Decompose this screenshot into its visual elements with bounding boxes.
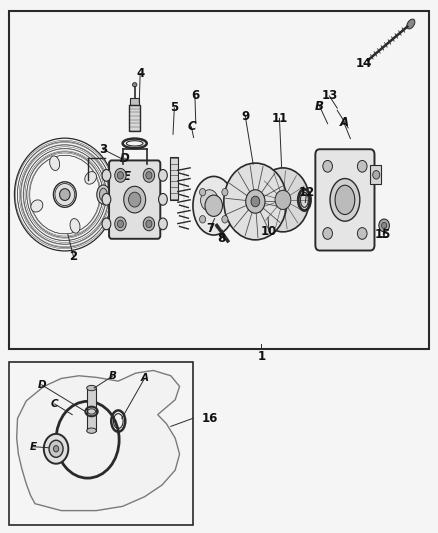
FancyBboxPatch shape — [109, 160, 160, 239]
Ellipse shape — [335, 185, 355, 215]
Text: 15: 15 — [375, 228, 392, 241]
Circle shape — [246, 190, 265, 213]
Ellipse shape — [159, 193, 167, 205]
Circle shape — [44, 434, 68, 464]
Ellipse shape — [87, 428, 96, 433]
Circle shape — [49, 440, 63, 457]
Ellipse shape — [132, 83, 137, 87]
Circle shape — [115, 217, 126, 231]
Circle shape — [251, 196, 260, 207]
Text: B: B — [109, 371, 117, 381]
Circle shape — [222, 189, 228, 196]
Ellipse shape — [407, 19, 415, 29]
Text: D: D — [37, 380, 46, 390]
Ellipse shape — [201, 190, 218, 211]
Circle shape — [200, 215, 206, 223]
Bar — [170, 157, 178, 199]
Ellipse shape — [102, 169, 111, 181]
Text: 7: 7 — [206, 222, 214, 235]
Bar — [87, 388, 96, 431]
Bar — [9, 362, 193, 525]
Text: A: A — [339, 116, 348, 129]
Circle shape — [379, 219, 389, 232]
Bar — [260, 209, 286, 219]
Ellipse shape — [60, 189, 70, 200]
Text: 8: 8 — [217, 232, 225, 245]
Ellipse shape — [99, 188, 107, 201]
Circle shape — [53, 446, 59, 452]
Circle shape — [124, 187, 145, 213]
Text: 10: 10 — [261, 225, 277, 238]
Text: 12: 12 — [298, 187, 315, 199]
Text: 11: 11 — [271, 112, 288, 125]
Circle shape — [257, 168, 309, 232]
Circle shape — [357, 160, 367, 172]
Text: 2: 2 — [70, 251, 78, 263]
Text: E: E — [123, 171, 131, 183]
Text: E: E — [29, 442, 36, 451]
Text: D: D — [120, 152, 130, 165]
Circle shape — [115, 168, 126, 182]
Ellipse shape — [159, 218, 167, 230]
Circle shape — [224, 163, 287, 240]
Bar — [129, 105, 140, 131]
Ellipse shape — [31, 200, 43, 212]
Circle shape — [373, 171, 380, 179]
Text: 5: 5 — [170, 101, 178, 114]
Circle shape — [381, 222, 387, 229]
Bar — [131, 98, 139, 105]
Circle shape — [117, 172, 124, 179]
Ellipse shape — [193, 176, 235, 235]
FancyBboxPatch shape — [315, 149, 374, 251]
Text: 3: 3 — [99, 143, 107, 156]
Text: 4: 4 — [136, 67, 144, 80]
Ellipse shape — [97, 185, 110, 204]
Ellipse shape — [102, 193, 111, 205]
Circle shape — [143, 168, 155, 182]
Circle shape — [205, 195, 223, 216]
Text: 6: 6 — [191, 90, 199, 102]
Circle shape — [143, 217, 155, 231]
Circle shape — [323, 160, 332, 172]
Ellipse shape — [87, 385, 96, 391]
Polygon shape — [17, 370, 180, 511]
Ellipse shape — [70, 219, 80, 233]
Circle shape — [275, 190, 291, 209]
Text: 9: 9 — [241, 110, 249, 123]
Text: 1: 1 — [258, 350, 265, 362]
Circle shape — [146, 220, 152, 228]
Ellipse shape — [330, 179, 360, 221]
Circle shape — [222, 215, 228, 223]
Text: 14: 14 — [355, 58, 372, 70]
Text: 16: 16 — [201, 412, 218, 425]
Circle shape — [117, 220, 124, 228]
Circle shape — [357, 228, 367, 239]
Circle shape — [323, 228, 332, 239]
Ellipse shape — [159, 169, 167, 181]
Circle shape — [200, 189, 206, 196]
Text: 13: 13 — [321, 90, 338, 102]
Ellipse shape — [55, 183, 74, 206]
Bar — [370, 165, 381, 184]
Text: B: B — [315, 100, 324, 113]
Bar — [9, 11, 429, 349]
Text: C: C — [187, 120, 196, 133]
Ellipse shape — [85, 172, 96, 184]
Ellipse shape — [49, 156, 60, 171]
Text: C: C — [51, 399, 59, 409]
Text: A: A — [141, 374, 148, 383]
Circle shape — [129, 192, 141, 207]
Circle shape — [146, 172, 152, 179]
Ellipse shape — [102, 218, 111, 230]
